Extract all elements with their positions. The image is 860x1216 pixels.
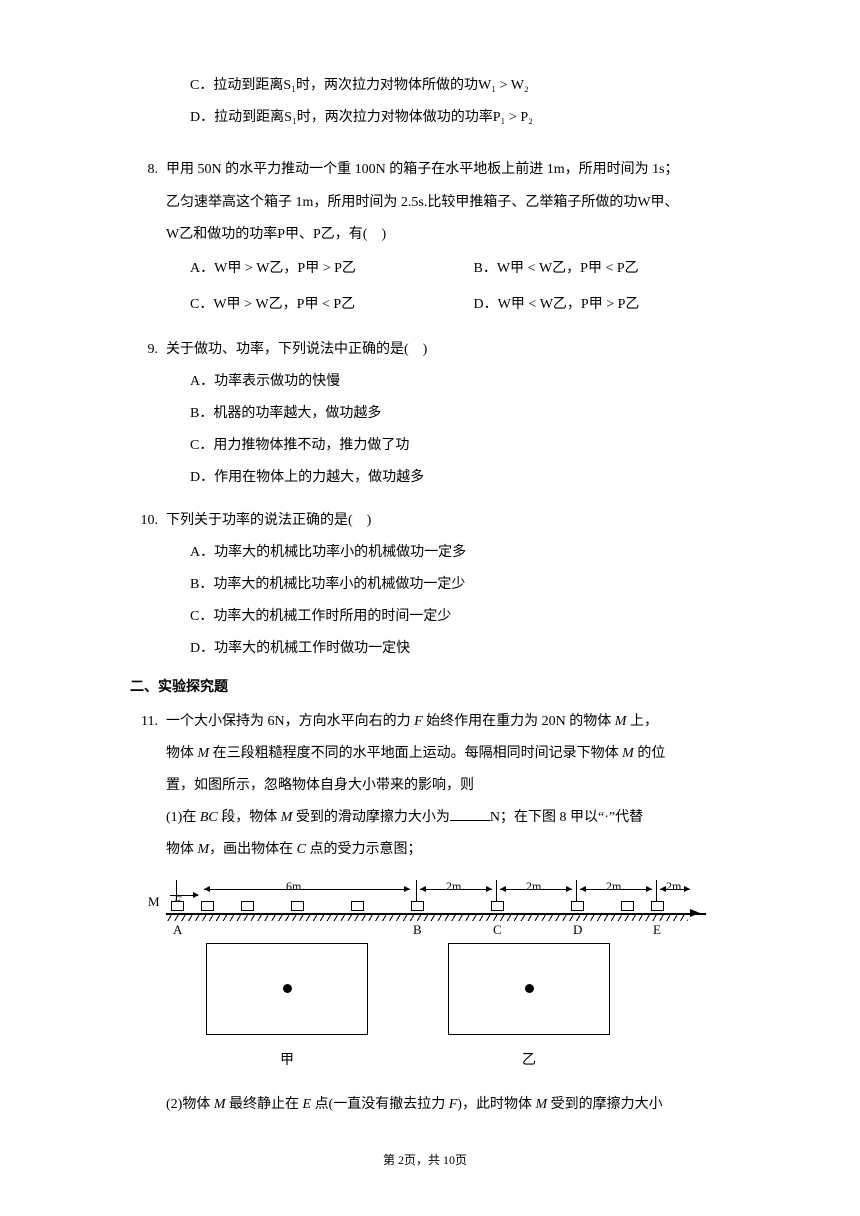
q11-line3: 置，如图所示，忽略物体自身大小带来的影响，则: [130, 770, 720, 802]
question-8: 8. 甲用 50N 的水平力推动一个重 100N 的箱子在水平地板上前进 1m，所…: [130, 154, 720, 323]
q8-option-d: D．W甲 < W乙，P甲 > P乙: [474, 287, 640, 323]
section-2-header: 二、实验探究题: [130, 676, 720, 696]
seg-6m: 6m: [286, 873, 301, 901]
q10-option-a: A．功率大的机械比功率小的机械做功一定多: [130, 537, 720, 569]
q8-line3: W乙和做功的功率P甲、P乙，有( ): [130, 219, 720, 251]
prev-option-c: C．拉动到距离S₁时，两次拉力对物体所做的功W₁ > W₂: [130, 70, 720, 102]
box-label-yi: 乙: [448, 1045, 610, 1077]
box-label-jia: 甲: [206, 1045, 368, 1077]
question-9: 9. 关于做功、功率，下列说法中正确的是( ) A．功率表示做功的快慢 B．机器的…: [130, 334, 720, 495]
q8-number: 8.: [130, 154, 158, 186]
dot-box-yi: [448, 943, 610, 1035]
q9-option-d: D．作用在物体上的力越大，做功越多: [130, 462, 720, 494]
point-A: A: [173, 915, 182, 945]
q8-option-b: B．W甲 < W乙，P甲 < P乙: [474, 251, 639, 287]
seg-2m-2: 2m: [526, 873, 541, 901]
point-C: C: [493, 915, 502, 945]
q11-line1: 一个大小保持为 6N，方向水平向右的力 F 始终作用在重力为 20N 的物体 M…: [166, 714, 658, 729]
prev-option-d: D．拉动到距离S₁时，两次拉力对物体做功的功率P₁ > P₂: [130, 102, 720, 134]
q9-option-c: C．用力推物体推不动，推力做了功: [130, 430, 720, 462]
box-yi: 乙: [448, 943, 610, 1077]
q11-part1-line1: (1)在 BC 段，物体 M 受到的滑动摩擦力大小为N；在下图 8 甲以“·”代…: [130, 802, 720, 834]
q9-stem: 关于做功、功率，下列说法中正确的是( ): [166, 342, 427, 357]
track-end-arrow-icon: [690, 909, 700, 917]
q9-number: 9.: [130, 334, 158, 366]
q9-option-a: A．功率表示做功的快慢: [130, 366, 720, 398]
seg-2m-1: 2m: [446, 873, 461, 901]
question-10: 10. 下列关于功率的说法正确的是( ) A．功率大的机械比功率小的机械做功一定多…: [130, 505, 720, 666]
seg-2m-3: 2m: [606, 873, 621, 901]
q8-line2: 乙匀速举高这个箱子 1m，所用时间为 2.5s.比较甲推箱子、乙举箱子所做的功W…: [130, 187, 720, 219]
q10-option-b: B．功率大的机械比功率小的机械做功一定少: [130, 569, 720, 601]
box-jia: 甲: [206, 943, 368, 1077]
point-D: D: [573, 915, 582, 945]
question-11: 11. 一个大小保持为 6N，方向水平向右的力 F 始终作用在重力为 20N 的物…: [130, 706, 720, 1121]
q10-number: 10.: [130, 505, 158, 537]
q8-option-c: C．W甲 > W乙，P甲 < P乙: [190, 287, 470, 323]
force-arrow-icon: [170, 895, 198, 896]
q10-option-d: D．功率大的机械工作时做功一定快: [130, 633, 720, 665]
q11-part2: (2)物体 M 最终静止在 E 点(一直没有撤去拉力 F)，此时物体 M 受到的…: [130, 1089, 720, 1121]
dot-box-jia: [206, 943, 368, 1035]
q11-line2: 物体 M 在三段粗糙程度不同的水平地面上运动。每隔相同时间记录下物体 M 的位: [130, 738, 720, 770]
q8-option-a: A．W甲 > W乙，P甲 > P乙: [190, 251, 470, 287]
blank-friction: [450, 806, 490, 821]
point-B: B: [413, 915, 422, 945]
point-E: E: [653, 915, 661, 945]
q9-option-b: B．机器的功率越大，做功越多: [130, 398, 720, 430]
diagram-M-label: M: [148, 887, 160, 917]
q8-line1: 甲用 50N 的水平力推动一个重 100N 的箱子在水平地板上前进 1m，所用时…: [166, 162, 679, 177]
q10-stem: 下列关于功率的说法正确的是( ): [166, 513, 371, 528]
track-diagram: M F 6m 2m 2m 2m 2m: [166, 877, 706, 1077]
seg-2m-4: 2m: [666, 873, 681, 901]
page-footer: 第 2页，共 10页: [130, 1151, 720, 1168]
q10-option-c: C．功率大的机械工作时所用的时间一定少: [130, 601, 720, 633]
q11-part1-line2: 物体 M，画出物体在 C 点的受力示意图；: [130, 834, 720, 866]
q11-number: 11.: [130, 706, 158, 738]
